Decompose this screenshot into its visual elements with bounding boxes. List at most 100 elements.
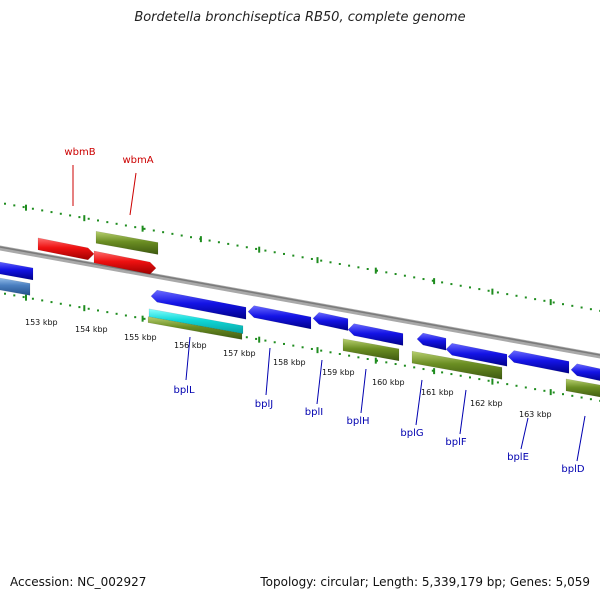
- tick-dot-upper: [69, 214, 72, 217]
- tick-dot-upper: [534, 298, 537, 301]
- tick-dot-upper: [283, 252, 285, 255]
- gene-red-forward: [37, 237, 95, 261]
- label-leader-reverse: [459, 389, 467, 435]
- gene-bplH: [347, 323, 404, 346]
- label-leader-reverse: [185, 336, 191, 381]
- scale-label: 161 kbp: [421, 388, 454, 397]
- tick-dot-upper: [376, 269, 378, 272]
- gene-olive-lower: [147, 316, 243, 340]
- scale-label: 157 kbp: [223, 349, 256, 358]
- gene-label-bplJ: bplJ: [255, 399, 273, 410]
- gene-label-wbmA: wbmA: [122, 155, 153, 166]
- tick-dot-lower: [255, 337, 258, 340]
- gene-label-bplE: bplE: [507, 452, 529, 463]
- tick-dot-lower: [338, 352, 341, 355]
- tick-dot-lower: [41, 299, 44, 302]
- tick-dot-lower: [106, 311, 109, 314]
- tick-dot-lower: [4, 292, 6, 295]
- tick-dot-upper: [459, 284, 462, 287]
- tick-dot-upper: [301, 256, 304, 259]
- tick-dot-lower: [22, 296, 25, 299]
- gene-label-bplG: bplG: [400, 428, 423, 439]
- tick-dot-lower: [515, 384, 518, 387]
- tick-dot-upper: [134, 226, 137, 229]
- tick-dot-upper: [403, 274, 406, 277]
- tick-dot-upper: [31, 207, 34, 210]
- tick-dot-upper: [571, 304, 574, 307]
- gene-wbmA-forward: [93, 250, 157, 275]
- tick-dot-upper: [366, 268, 369, 271]
- gene-bplD: [570, 363, 600, 382]
- tick-dot-upper: [115, 222, 118, 225]
- tick-dot-lower: [403, 364, 406, 367]
- gene-bplL: [150, 289, 247, 320]
- tick-dot-upper: [41, 209, 44, 212]
- tick-dot-lower: [543, 389, 546, 392]
- tick-dot-upper: [422, 278, 425, 281]
- tick-dot-upper: [4, 202, 6, 205]
- gene-steel-edge: [0, 277, 31, 296]
- tick-dot-upper: [87, 217, 90, 220]
- tick-dot-lower: [13, 294, 16, 297]
- tick-dot-lower: [50, 301, 53, 304]
- genome-backbone: [0, 245, 600, 359]
- tick-dot-lower: [134, 316, 137, 319]
- tick-dot-upper: [78, 216, 81, 219]
- tick-dot-upper: [106, 221, 109, 224]
- gene-label-bplH: bplH: [347, 416, 370, 427]
- tick-dot-lower: [478, 378, 481, 381]
- tick-dot-lower: [264, 339, 267, 342]
- scale-label: 162 kbp: [470, 399, 503, 408]
- tick-dot-lower: [562, 393, 564, 396]
- tick-dot-lower: [97, 309, 99, 312]
- tick-dot-lower: [441, 371, 444, 374]
- tick-dot-upper: [394, 273, 397, 276]
- scale-label: 163 kbp: [519, 410, 552, 419]
- tick-dot-upper: [292, 254, 295, 257]
- tick-dot-lower: [78, 306, 81, 309]
- tick-dot-upper: [329, 261, 332, 264]
- scale-label: 154 kbp: [75, 325, 108, 334]
- scale-label: 153 kbp: [25, 318, 58, 327]
- tick-dot-upper: [348, 264, 351, 267]
- tick-dot-upper: [338, 262, 341, 265]
- tick-dot-lower: [320, 349, 323, 352]
- tick-dot-lower: [31, 297, 34, 300]
- accession-label: Accession: NC_002927: [10, 575, 147, 589]
- genome-backbone-edge: [0, 246, 600, 356]
- tick-dot-upper: [245, 246, 248, 249]
- tick-dot-upper: [524, 296, 527, 299]
- label-leader-reverse: [415, 379, 423, 426]
- tick-dot-lower: [283, 342, 285, 345]
- tick-dot-upper: [320, 259, 323, 262]
- tick-dot-lower: [450, 373, 453, 376]
- tick-dot-lower: [394, 363, 397, 366]
- tick-dot-lower: [534, 388, 537, 391]
- tick-dot-upper: [143, 227, 146, 230]
- tick-dot-lower: [115, 312, 118, 315]
- tick-dot-lower: [292, 344, 295, 347]
- label-leader-reverse: [360, 368, 367, 414]
- gene-label-bplL: bplL: [173, 385, 194, 396]
- tick-dot-lower: [431, 369, 434, 372]
- tick-dot-lower: [580, 396, 583, 399]
- label-leader-reverse: [520, 417, 529, 450]
- tick-dot-upper: [506, 293, 509, 296]
- tick-dot-lower: [245, 336, 248, 339]
- tick-dot-upper: [496, 291, 499, 294]
- tick-dot-upper: [273, 251, 276, 254]
- scale-label: 155 kbp: [124, 333, 157, 342]
- tick-dot-lower: [273, 341, 276, 344]
- tick-dot-lower: [571, 394, 574, 397]
- tick-dot-upper: [487, 289, 490, 292]
- label-leader-forward: [129, 172, 137, 216]
- tick-dot-upper: [255, 247, 258, 250]
- gene-olive-bplH: [342, 338, 400, 362]
- tick-dot-lower: [69, 304, 72, 307]
- scale-label: 159 kbp: [322, 368, 355, 377]
- tick-dot-lower: [310, 347, 313, 350]
- gene-label-bplD: bplD: [561, 464, 584, 475]
- gene-bplI: [312, 312, 349, 331]
- tick-dot-lower: [524, 386, 527, 389]
